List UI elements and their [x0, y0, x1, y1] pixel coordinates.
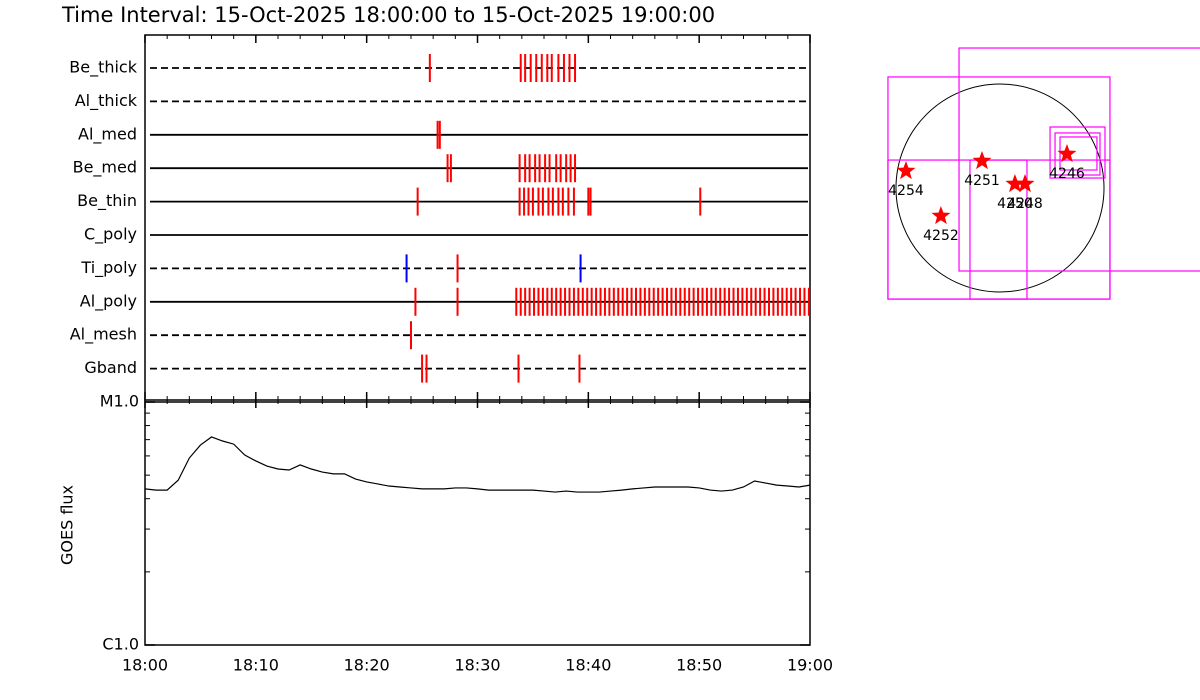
- region-label: 4251: [964, 173, 1000, 189]
- region-marker: [1015, 174, 1035, 193]
- region-label: 4248: [1007, 196, 1043, 212]
- x-tick-label: 19:00: [787, 656, 833, 675]
- region-marker: [972, 151, 992, 170]
- region-marker: [896, 161, 916, 180]
- solar-disk: [895, 83, 1105, 293]
- chart-title: Time Interval: 15-Oct-2025 18:00:00 to 1…: [61, 3, 715, 27]
- row-label: Al_poly: [80, 291, 137, 311]
- row-label: Ti_poly: [80, 258, 137, 278]
- region-marker: [1057, 144, 1077, 163]
- fov-box: [887, 159, 1028, 300]
- x-tick-label: 18:50: [676, 656, 722, 675]
- panel-frame: [144, 401, 811, 646]
- fov-box: [969, 159, 1111, 300]
- x-tick-label: 18:20: [344, 656, 390, 675]
- row-label: Al_mesh: [70, 325, 137, 345]
- region-marker: [1005, 174, 1025, 193]
- x-tick-label: 18:10: [233, 656, 279, 675]
- y-tick-label: M1.0: [100, 392, 139, 411]
- fov-box: [1049, 126, 1106, 179]
- row-label: Al_med: [78, 124, 137, 144]
- y-axis-label: GOES flux: [58, 485, 77, 565]
- fov-box: [1059, 136, 1098, 171]
- row-label: Al_thick: [75, 91, 138, 111]
- y-tick-label: C1.0: [102, 635, 139, 654]
- x-tick-label: 18:30: [454, 656, 500, 675]
- region-label: 4254: [888, 183, 924, 199]
- region-label: 4252: [923, 228, 959, 244]
- row-label: Gband: [84, 358, 137, 377]
- region-marker: [931, 206, 951, 224]
- panel-frame: [144, 34, 811, 401]
- row-label: Be_med: [73, 158, 137, 178]
- region-label: 4250: [997, 196, 1033, 212]
- x-tick-label: 18:40: [565, 656, 611, 675]
- row-label: Be_thick: [69, 58, 137, 78]
- row-label: C_poly: [84, 225, 137, 245]
- row-label: Be_thin: [77, 191, 137, 211]
- x-tick-label: 18:00: [122, 656, 168, 675]
- goes-line: [144, 436, 811, 493]
- region-label: 4246: [1049, 166, 1085, 182]
- fov-box: [1054, 132, 1101, 176]
